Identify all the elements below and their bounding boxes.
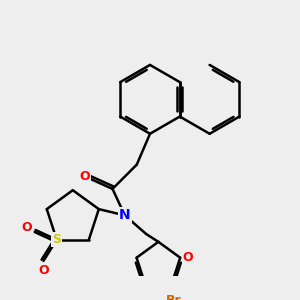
Text: N: N [119,208,131,222]
Text: S: S [52,233,61,246]
Text: O: O [38,264,49,277]
Text: O: O [21,221,32,234]
Text: O: O [80,170,91,183]
Text: Br: Br [166,295,182,300]
Text: O: O [183,251,194,264]
